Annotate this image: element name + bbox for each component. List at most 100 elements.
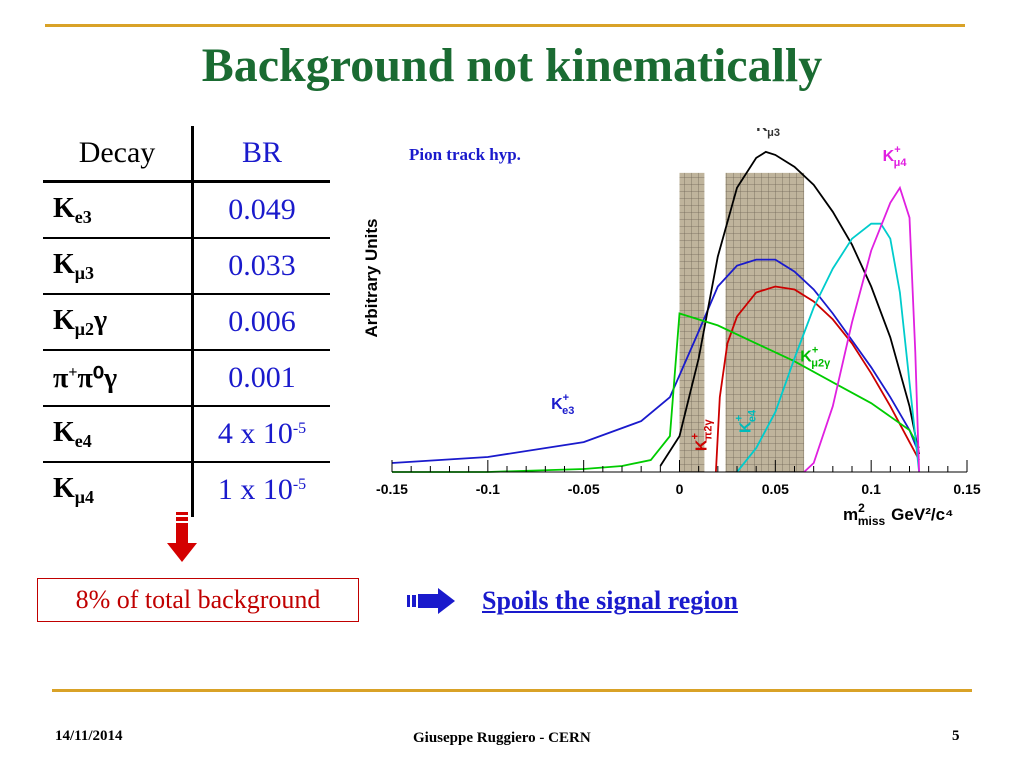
signal-region [679,172,705,472]
decay-cell: Kμ4 [43,461,194,517]
curve-label: K+ e3 [551,392,574,417]
header-br: BR [241,136,283,169]
curve-label-subscript: e4 [746,409,758,422]
curve-label: K+μ3 [756,128,780,139]
br-cell: 0.033 [192,237,330,294]
decay-cell: Kμ3 [43,237,194,294]
x-tick-label: 0.05 [762,481,789,497]
decay-charge: + [68,364,78,381]
decay-cell: Kμ2γ [43,293,194,350]
curve-label-charge: + [563,392,569,404]
x-label-sub: miss [858,514,886,528]
decay-subscript: e4 [74,430,92,451]
decay-symbol: π [53,363,69,394]
br-cell: 4 x 10-5 [192,405,330,462]
br-value: 0.001 [228,361,296,394]
curve-label-base: K [883,148,895,165]
decay-subscript: μ3 [74,262,94,283]
br-value: 0.006 [228,305,296,338]
br-exponent: -5 [292,420,307,437]
signal-region-link[interactable]: Spoils the signal region [482,586,738,615]
x-tick-label: 0 [676,481,684,497]
br-cell: 0.006 [192,293,330,350]
br-exponent: -5 [292,476,307,493]
x-tick-label: -0.1 [476,481,500,497]
x-axis-label: m2 miss GeV²/c⁴ [843,501,953,528]
total-background-callout: 8% of total background [37,578,359,622]
table-row: π+π⁰γ 0.001 [43,349,330,406]
curve-label-charge: + [812,344,818,356]
br-cell: 0.049 [192,180,330,238]
table-body: Ke3 0.049 Kμ3 0.033 Kμ2γ 0.006 π+π⁰γ 0.001 Ke4 4 … [43,180,330,517]
header-decay: Decay [43,126,194,182]
bottom-rule [52,689,972,692]
table-header-row: Decay BR [43,126,330,182]
curve-label-charge: + [894,144,900,156]
curve-label: K+ μ4 [883,144,908,169]
chart-annotation: Pion track hyp. [409,145,521,164]
footer-date: 14/11/2014 [55,728,123,744]
table-row: Ke4 4 x 10-5 [43,405,330,462]
decay-subscript: e3 [74,206,92,227]
curve-label-base: K [756,128,768,135]
slide-title: Background not kinematically [201,39,823,92]
decay-symbol: K [53,248,75,280]
curve-label-subscript: e3 [562,405,574,417]
curve-label-subscript: μ2γ [811,357,831,369]
br-value: 0.033 [228,249,296,282]
x-tick-label: -0.05 [568,481,600,497]
series-line [392,312,920,473]
x-label-main: m [843,505,858,524]
curve-label-base: K [693,439,710,451]
footer-author: Giuseppe Ruggiero - CERN [413,730,591,746]
curve-label-base: K [737,421,754,433]
decay-table: Decay BR Ke3 0.049 Kμ3 0.033 Kμ2γ 0.006 π+π⁰γ 0… [43,126,330,517]
x-label-unit: GeV²/c⁴ [891,505,953,524]
series-line [736,222,920,473]
series-line [715,285,920,473]
decay-subscript: μ4 [74,486,94,507]
br-value: 0.049 [228,193,296,226]
decay-cell: π+π⁰γ [43,349,194,406]
top-rule [45,24,965,27]
decay-symbol: K [53,416,75,448]
table-row: Ke3 0.049 [43,180,330,238]
down-arrow-icon [167,512,197,562]
decay-subscript: μ2 [74,318,94,339]
br-cell: 0.001 [192,349,330,406]
decay-symbol: K [53,472,75,504]
decay-cell: Ke3 [43,180,194,238]
curve-label: K+ μ2γ [800,344,831,369]
table-row: Kμ4 1 x 10-5 [43,461,330,517]
y-axis-label: Arbitrary Units [362,218,381,337]
x-tick-label: 0.1 [861,481,881,497]
curve-label-base: K [800,348,812,365]
x-tick-label: -0.15 [376,481,408,497]
decay-symbol: K [53,192,75,224]
series-line [659,150,920,467]
right-arrow-icon [407,588,455,614]
curve-label-charge: + [733,415,745,421]
series-line [803,185,920,473]
decay-suffix: γ [94,304,108,336]
curve-label-subscript: μ4 [894,157,908,169]
decay-suffix: π⁰γ [77,363,118,394]
decay-cell: Ke4 [43,405,194,462]
decay-symbol: K [53,304,75,336]
curve-label-subscript: μ3 [767,128,780,139]
signal-region [725,172,805,472]
br-value: 4 x 10 [217,417,293,450]
curve-label-subscript: π2γ [702,419,714,441]
curve-label-base: K [551,396,563,413]
br-cell: 1 x 10-5 [192,461,330,517]
curve-label: K+e4 [733,409,758,433]
table-row: Kμ3 0.033 [43,237,330,294]
curve-label: K+π2γ [689,419,714,452]
x-tick-label: 0.15 [953,481,980,497]
missing-mass-chart: -0.15 -0.1 -0.05 0 0.05 0.1 0.15 Arbitrary Unit… [362,128,981,528]
x-label-sup: 2 [858,501,865,515]
curve-label-charge: + [689,433,701,439]
br-value: 1 x 10 [217,473,293,506]
series-line [391,258,920,464]
table-row: Kμ2γ 0.006 [43,293,330,350]
